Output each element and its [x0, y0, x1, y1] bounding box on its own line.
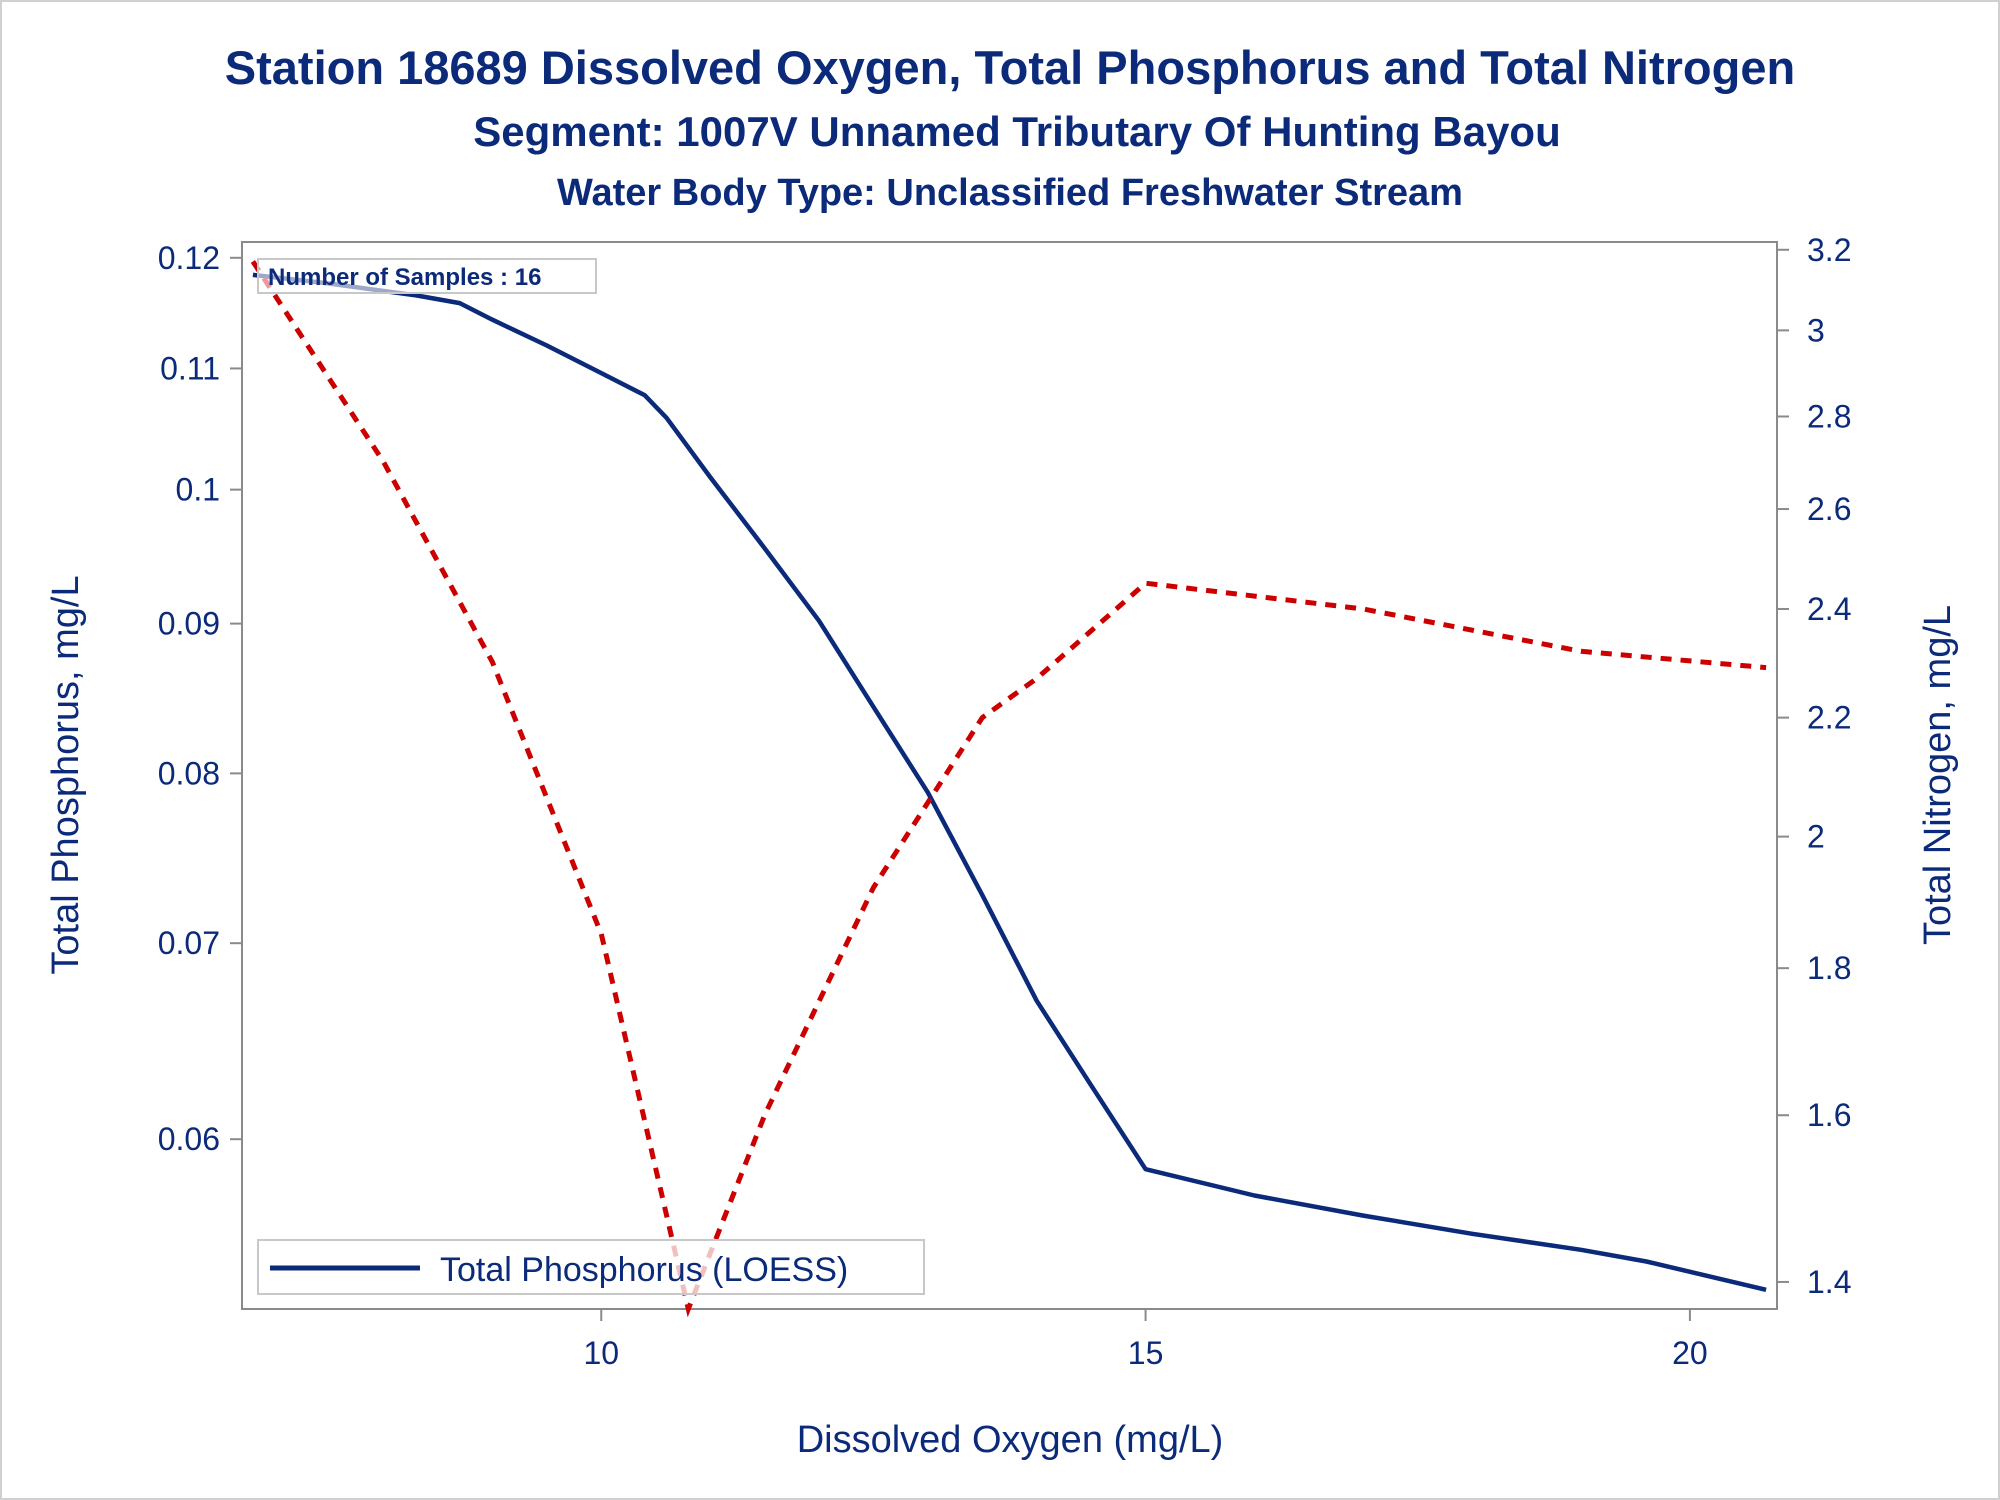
chart-subtitle-2: Water Body Type: Unclassified Freshwater…: [557, 172, 1463, 214]
sample-count-inset: Number of Samples : 16: [257, 258, 597, 294]
y-right-tick-label: 2: [1807, 819, 1825, 855]
sample-count-box: [257, 258, 597, 294]
y-axis-right-label: Total Nitrogen, mg/L: [1917, 605, 1959, 945]
y-right-tick-label: 1.6: [1807, 1097, 1851, 1133]
y-left-tick-label: 0.12: [158, 240, 220, 276]
y-left-tick-label: 0.08: [158, 755, 220, 791]
sample-count-text: Number of Samples : 16: [268, 264, 541, 291]
y-left-tick-label: 0.09: [158, 606, 220, 642]
y-right-tick-label: 2.2: [1807, 700, 1851, 736]
legend-label-total-phosphorus: Total Phosphorus (LOESS): [440, 1251, 848, 1289]
y-left-tick-label: 0.07: [158, 925, 220, 961]
y-right-tick-label: 3: [1807, 312, 1825, 348]
y-axis-left-label: Total Phosphorus, mg/L: [45, 575, 87, 974]
x-tick-label: 10: [583, 1335, 619, 1371]
y-right-tick-label: 2.6: [1807, 491, 1851, 527]
y-right-tick-label: 3.2: [1807, 232, 1851, 268]
y-right-tick-label: 1.4: [1807, 1264, 1851, 1300]
y-left-tick-label: 0.06: [158, 1121, 220, 1157]
y-right-tick-label: 2.4: [1807, 591, 1851, 627]
series-line-total-nitrogen: [250, 260, 1767, 1318]
x-tick-label: 15: [1128, 1335, 1164, 1371]
y-left-tick-label: 0.1: [176, 472, 220, 508]
chart-title: Station 18689 Dissolved Oxygen, Total Ph…: [225, 41, 1795, 94]
series-line-total-phosphorus: [252, 272, 1767, 1292]
y-left-tick-label: 0.11: [160, 350, 220, 386]
x-tick-label: 20: [1672, 1335, 1708, 1371]
y-right-tick-label: 2.8: [1807, 399, 1851, 435]
x-axis: 10 15 20: [583, 1309, 1708, 1371]
x-axis-label: Dissolved Oxygen (mg/L): [797, 1419, 1224, 1461]
legend: Total Phosphorus (LOESS): [257, 1239, 925, 1295]
y-axis-right: 1.4 1.6 1.8 2 2.2 2.4 2.6 2.8 3 3.2: [1777, 232, 1851, 1300]
plot-area: [241, 241, 1778, 1310]
chart-subtitle: Segment: 1007V Unnamed Tributary Of Hunt…: [473, 108, 1561, 155]
y-axis-left: 0.06 0.07 0.08 0.09 0.1 0.11 0.12: [158, 240, 242, 1157]
y-right-tick-label: 1.8: [1807, 950, 1851, 986]
